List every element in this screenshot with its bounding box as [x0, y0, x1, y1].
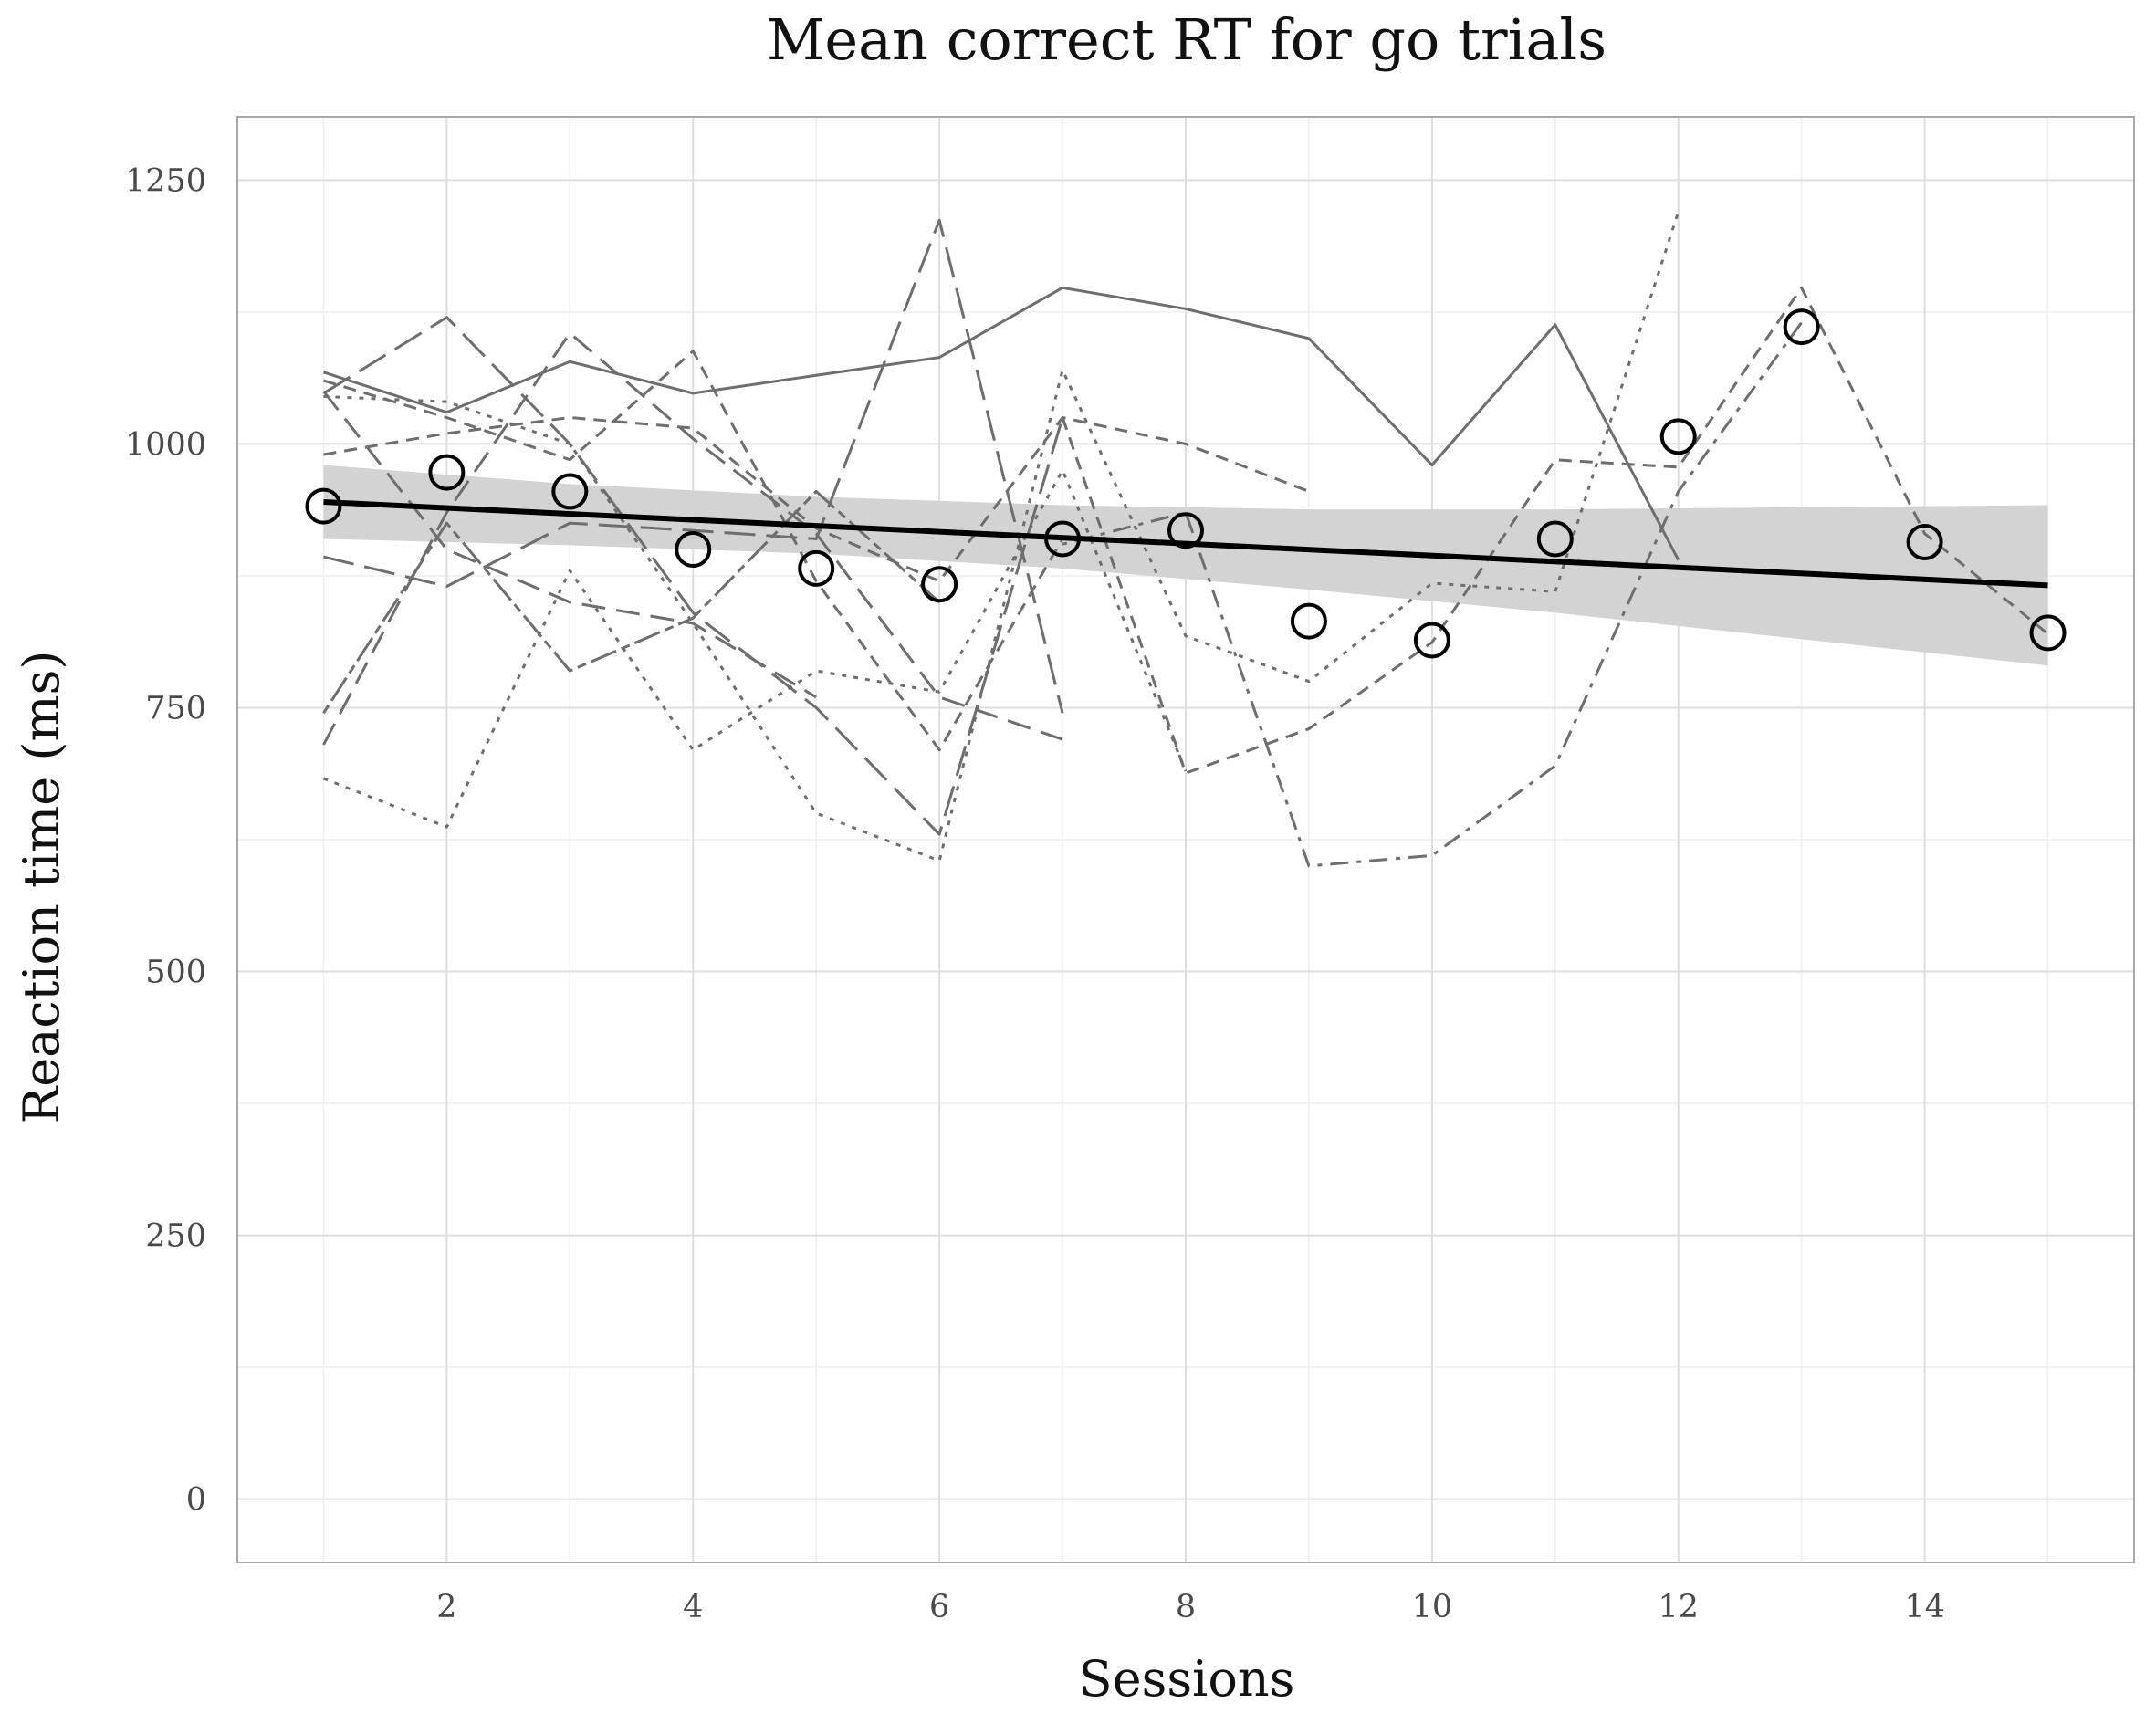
- individual-series-line: [322, 316, 1064, 836]
- individual-series-line: [323, 211, 1680, 862]
- y-tick-label: 250: [145, 1218, 206, 1255]
- individual-series-line: [1062, 321, 1803, 868]
- mean-points-layer: [305, 308, 2067, 659]
- y-tick-label: 1250: [125, 162, 206, 199]
- mean-point: [675, 531, 712, 569]
- grid: [237, 117, 2134, 1562]
- tick-labels: 2 4 6 8 10 12 14 0 250 500 750 1000 1250: [125, 162, 1945, 1625]
- individual-series-line: [322, 468, 1188, 829]
- x-tick-label: 2: [436, 1589, 456, 1625]
- mean-point: [1413, 622, 1450, 659]
- mean-point: [1906, 523, 1943, 560]
- y-tick-label: 750: [145, 690, 206, 726]
- individual-series-line: [322, 286, 1680, 561]
- y-tick-label: 500: [145, 955, 206, 991]
- mean-point: [798, 549, 835, 587]
- fit-line: [323, 499, 2048, 589]
- mean-point: [1659, 418, 1697, 455]
- panel-border: [236, 116, 2135, 1563]
- confidence-band-layer: [323, 465, 2048, 666]
- individual-series-line: [1061, 286, 2049, 775]
- mean-point: [921, 566, 958, 603]
- individual-series-line: [322, 331, 1063, 746]
- mean-point: [1783, 308, 1820, 346]
- mean-point: [551, 473, 589, 510]
- mean-point: [305, 487, 342, 525]
- mean-point: [1290, 602, 1327, 640]
- individual-series-line: [322, 390, 817, 699]
- mean-point: [2029, 614, 2067, 652]
- individual-series-line: [323, 350, 1064, 752]
- chart-title: Mean correct RT for go trials: [767, 6, 1607, 73]
- x-tick-label: 8: [1176, 1589, 1196, 1625]
- mean-point: [1536, 520, 1574, 558]
- x-tick-label: 10: [1412, 1589, 1453, 1625]
- x-tick-label: 4: [683, 1589, 703, 1625]
- y-tick-label: 1000: [125, 426, 206, 463]
- y-tick-label: 0: [186, 1482, 206, 1519]
- mean-point: [1167, 512, 1204, 549]
- individual-series-line: [323, 218, 1064, 714]
- mean-point: [428, 454, 466, 491]
- fit-line-layer: [323, 499, 2048, 589]
- y-axis-title: Reaction time (ms): [13, 651, 70, 1124]
- x-axis-title: Sessions: [1079, 1650, 1295, 1708]
- x-tick-label: 6: [929, 1589, 949, 1625]
- x-tick-label: 14: [1904, 1589, 1945, 1625]
- x-tick-label: 12: [1658, 1589, 1699, 1625]
- confidence-band: [323, 465, 2048, 666]
- mean-point: [1044, 520, 1082, 558]
